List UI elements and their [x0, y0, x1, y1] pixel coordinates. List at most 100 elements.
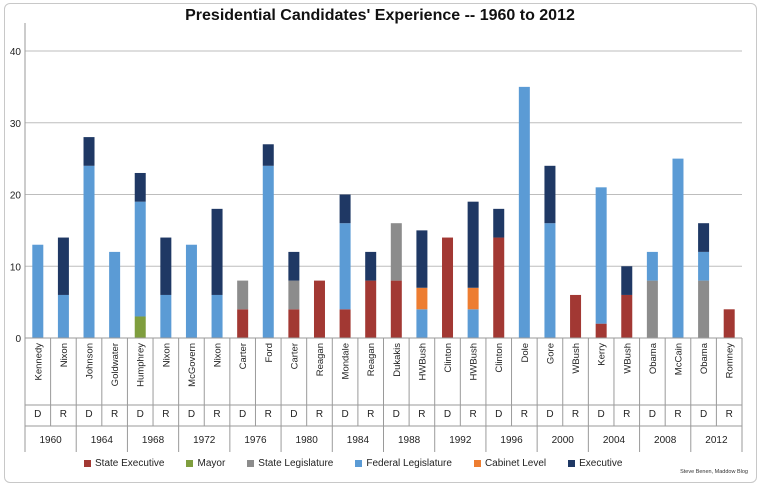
bar-segment-state-executive [237, 309, 249, 338]
bar-segment-executive [262, 144, 274, 166]
legend-item-state-legislature: State Legislature [247, 458, 333, 469]
year-label: 1968 [142, 435, 165, 446]
party-label: D [188, 409, 195, 420]
candidate-name-label: Johnson [85, 343, 96, 379]
party-label: D [649, 409, 656, 420]
legend-label: Executive [579, 458, 623, 469]
candidate-name-label: Humphrey [136, 343, 147, 387]
candidate-name-label: Nixon [59, 343, 70, 367]
bar-segment-state-executive [493, 237, 505, 338]
bar-segment-federal-legislature [57, 294, 69, 338]
party-label: D [495, 409, 502, 420]
bar-segment-executive [339, 194, 351, 224]
bar-segment-executive [57, 237, 69, 295]
candidate-name-label: Gore [545, 343, 556, 364]
bar-segment-state-executive [595, 323, 607, 338]
y-tick-label: 30 [10, 119, 22, 130]
bar-segment-federal-legislature [262, 165, 274, 338]
party-label: D [700, 409, 707, 420]
candidate-name-label: Dole [520, 343, 531, 363]
candidate-name-label: Obama [699, 342, 710, 374]
bar-segment-federal-legislature [416, 309, 428, 338]
bar-segment-executive [698, 223, 710, 252]
party-label: R [60, 409, 67, 420]
bar-segment-executive [416, 230, 428, 288]
party-label: R [111, 409, 118, 420]
bar-segment-state-legislature [698, 280, 710, 338]
candidate-name-label: Mondale [341, 343, 352, 379]
bar-segment-state-legislature [288, 280, 300, 310]
candidate-name-label: McGovern [187, 343, 198, 387]
year-label: 1976 [244, 435, 267, 446]
party-label: R [674, 409, 681, 420]
legend-label: State Executive [95, 458, 165, 469]
bar-segment-state-executive [288, 309, 300, 338]
bar-segment-state-executive [723, 309, 735, 338]
bar-segment-executive [83, 137, 95, 166]
bar-segment-executive [493, 208, 505, 238]
candidate-name-label: Carter [289, 343, 300, 369]
party-label: D [444, 409, 451, 420]
party-label: D [341, 409, 348, 420]
legend-swatch [84, 460, 91, 467]
bar-segment-federal-legislature [32, 244, 44, 338]
legend-item-cabinet-level: Cabinet Level [473, 458, 546, 469]
year-label: 2008 [654, 435, 677, 446]
legend-label: Mayor [197, 458, 226, 469]
candidate-name-label: Dukakis [392, 343, 403, 377]
year-label: 1960 [39, 435, 62, 446]
credit-text: Steve Benen, Maddow Blog [680, 469, 748, 475]
bar-segment-state-executive [313, 280, 325, 338]
party-label: R [213, 409, 220, 420]
bar-segment-executive [134, 172, 146, 202]
bar-segment-federal-legislature [185, 244, 197, 338]
bar-segment-state-executive [570, 294, 582, 338]
candidate-name-label: McCain [673, 343, 684, 375]
party-label: D [137, 409, 144, 420]
bar-segment-state-executive [365, 280, 377, 338]
bar-segment-executive [467, 201, 479, 288]
bar-segment-federal-legislature [109, 251, 121, 338]
legend-item-mayor: Mayor [186, 458, 225, 469]
year-label: 2000 [552, 435, 575, 446]
chart-frame [4, 3, 757, 483]
legend-label: State Legislature [258, 458, 334, 469]
party-label: R [623, 409, 630, 420]
bar-segment-state-legislature [646, 280, 658, 338]
party-label: D [290, 409, 297, 420]
candidate-name-label: WBush [571, 343, 582, 374]
legend-label: Federal Legislature [366, 458, 452, 469]
bar-segment-federal-legislature [698, 251, 710, 281]
year-label: 1992 [449, 435, 472, 446]
year-label: 1988 [398, 435, 421, 446]
year-label: 2012 [705, 435, 728, 446]
legend-swatch [355, 460, 363, 467]
legend-swatch [473, 460, 481, 467]
legend-swatch [186, 460, 194, 467]
party-label: D [546, 409, 553, 420]
y-tick-label: 40 [10, 47, 22, 58]
bar-segment-federal-legislature [544, 223, 556, 338]
candidate-name-label: HWBush [469, 343, 480, 380]
party-label: D [34, 409, 41, 420]
bar-segment-executive [365, 251, 377, 281]
candidate-name-label: Nixon [213, 343, 224, 367]
candidate-name-label: Romney [725, 343, 736, 379]
candidate-name-label: Kennedy [33, 343, 44, 381]
year-label: 1996 [500, 435, 523, 446]
bar-segment-executive [544, 165, 556, 224]
y-tick-label: 10 [10, 262, 22, 273]
year-label: 1984 [347, 435, 370, 446]
candidate-name-label: HWBush [417, 343, 428, 380]
year-label: 1980 [296, 435, 319, 446]
bar-segment-federal-legislature [467, 309, 479, 338]
legend-item-federal-legislature: Federal Legislature [355, 458, 452, 469]
bar-segment-federal-legislature [160, 294, 172, 338]
party-label: R [162, 409, 169, 420]
bar-segment-federal-legislature [672, 158, 684, 338]
party-label: D [239, 409, 246, 420]
bar-segment-state-executive [339, 309, 351, 338]
bar-segment-executive [621, 266, 633, 295]
bar-segment-federal-legislature [595, 187, 607, 324]
